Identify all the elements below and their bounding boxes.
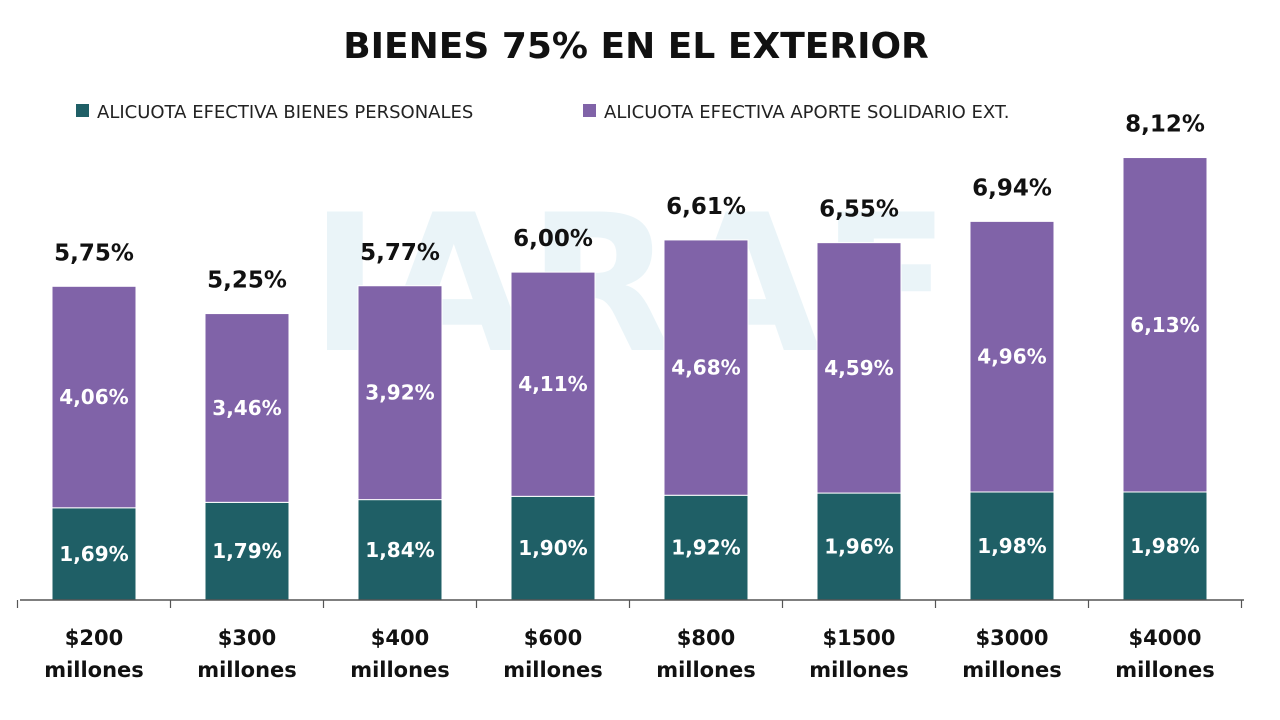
data-label-aporte-solidario: 6,13% bbox=[1130, 313, 1199, 337]
x-tick-label: millones bbox=[962, 658, 1062, 682]
total-label: 8,12% bbox=[1125, 112, 1205, 138]
x-tick-label: $400 bbox=[371, 626, 429, 650]
bar-segment-bienes-personales bbox=[357, 499, 443, 601]
data-label-aporte-solidario: 3,46% bbox=[212, 396, 281, 420]
data-label-bienes-personales: 1,98% bbox=[977, 534, 1046, 558]
data-label-aporte-solidario: 4,96% bbox=[977, 345, 1046, 369]
data-label-bienes-personales: 1,69% bbox=[59, 542, 128, 566]
data-label-aporte-solidario: 3,92% bbox=[365, 381, 434, 405]
bar-segment-bienes-personales bbox=[663, 494, 749, 601]
data-label-bienes-personales: 1,79% bbox=[212, 539, 281, 563]
data-label-aporte-solidario: 4,68% bbox=[671, 356, 740, 380]
bar-segment-bienes-personales bbox=[816, 492, 902, 601]
bar-segment-aporte-solidario bbox=[1122, 157, 1208, 493]
x-tick-label: $300 bbox=[218, 626, 276, 650]
total-label: 5,75% bbox=[54, 240, 134, 266]
total-label: 5,77% bbox=[360, 240, 440, 266]
legend-swatch-aporte-solidario bbox=[583, 104, 596, 117]
x-tick-label: $1500 bbox=[822, 626, 895, 650]
data-label-aporte-solidario: 4,06% bbox=[59, 385, 128, 409]
bar-segment-aporte-solidario bbox=[51, 285, 137, 509]
x-tick-label: millones bbox=[503, 658, 603, 682]
bar-segment-aporte-solidario bbox=[510, 271, 596, 497]
bar-segment-bienes-personales bbox=[1122, 491, 1208, 601]
x-tick-label: $200 bbox=[65, 626, 123, 650]
data-label-bienes-personales: 1,92% bbox=[671, 536, 740, 560]
bars-group: 1,69% 4,06% 5,75% 1,79% 3,46% 5,25% 1,84% 3,92%… bbox=[51, 112, 1208, 601]
data-label-aporte-solidario: 4,59% bbox=[824, 356, 893, 380]
total-label: 6,00% bbox=[513, 226, 593, 252]
x-axis-tick-labels: $200 millones $300 millones $400 millones $600… bbox=[44, 626, 1215, 682]
data-label-aporte-solidario: 4,11% bbox=[518, 372, 587, 396]
chart-title: BIENES 75% EN EL EXTERIOR bbox=[343, 26, 929, 67]
legend-swatch-bienes-personales bbox=[76, 104, 89, 117]
x-tick-label: $600 bbox=[524, 626, 582, 650]
total-label: 6,94% bbox=[972, 175, 1052, 201]
x-tick-label: $800 bbox=[677, 626, 735, 650]
legend-label-bienes-personales: ALICUOTA EFECTIVA BIENES PERSONALES bbox=[97, 102, 473, 123]
x-tick-label: millones bbox=[656, 658, 756, 682]
bar-segment-bienes-personales bbox=[51, 507, 137, 601]
total-label: 6,55% bbox=[819, 197, 899, 223]
x-tick-label: millones bbox=[44, 658, 144, 682]
total-label: 6,61% bbox=[666, 194, 746, 220]
bar-segment-aporte-solidario bbox=[204, 313, 290, 503]
data-label-bienes-personales: 1,98% bbox=[1130, 534, 1199, 558]
bar-segment-aporte-solidario bbox=[969, 220, 1055, 493]
x-tick-label: $4000 bbox=[1128, 626, 1201, 650]
data-label-bienes-personales: 1,90% bbox=[518, 536, 587, 560]
data-label-bienes-personales: 1,96% bbox=[824, 535, 893, 559]
legend: ALICUOTA EFECTIVA BIENES PERSONALES ALIC… bbox=[76, 102, 1009, 123]
bar-segment-bienes-personales bbox=[969, 491, 1055, 601]
data-label-bienes-personales: 1,84% bbox=[365, 538, 434, 562]
legend-label-aporte-solidario: ALICUOTA EFECTIVA APORTE SOLIDARIO EXT. bbox=[604, 102, 1009, 123]
bar-segment-aporte-solidario bbox=[663, 239, 749, 496]
x-tick-label: millones bbox=[197, 658, 297, 682]
x-axis-ticks bbox=[16, 600, 1243, 608]
x-tick-label: millones bbox=[809, 658, 909, 682]
bar-segment-aporte-solidario bbox=[816, 242, 902, 494]
bar-segment-aporte-solidario bbox=[357, 285, 443, 501]
x-tick-label: $3000 bbox=[975, 626, 1048, 650]
x-tick-label: millones bbox=[1115, 658, 1215, 682]
total-label: 5,25% bbox=[207, 268, 287, 294]
x-tick-label: millones bbox=[350, 658, 450, 682]
